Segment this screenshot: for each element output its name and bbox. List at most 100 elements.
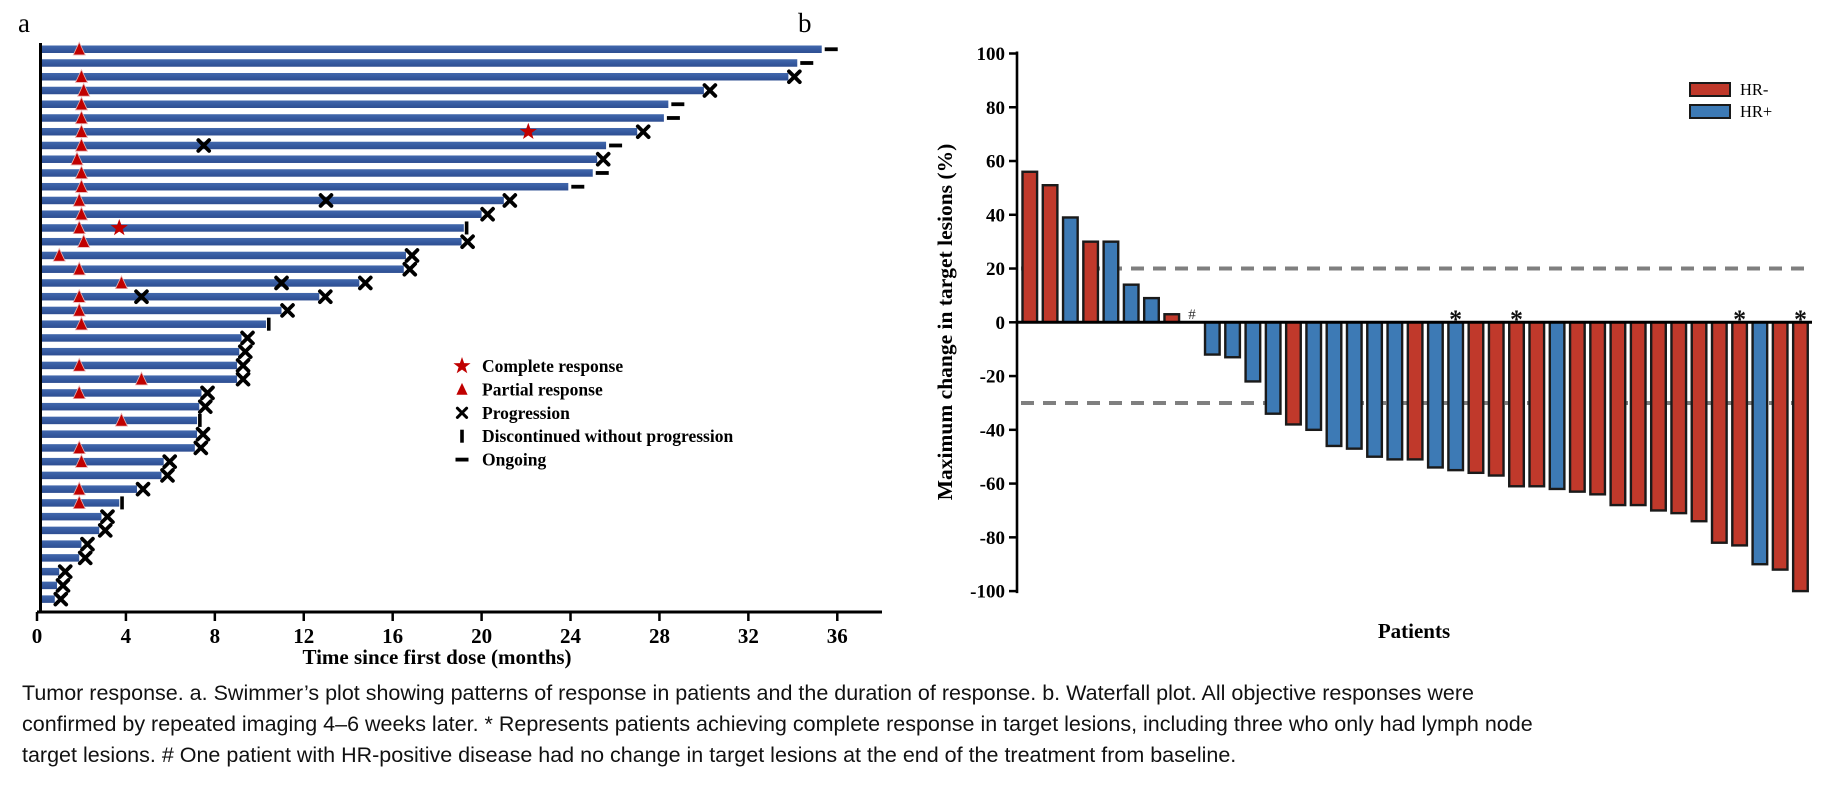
waterfall-y-tick-label: 0 [996, 313, 1006, 334]
progression-end-marker [162, 454, 178, 469]
discontinued-marker [120, 496, 124, 510]
waterfall-bar [1284, 321, 1302, 426]
swimmer-bar [40, 595, 55, 603]
ongoing-marker [671, 102, 685, 107]
waterfall-bar [1305, 321, 1323, 432]
progression-end-marker [160, 468, 175, 483]
waterfall-bar [1345, 321, 1363, 450]
progression-end-marker [318, 289, 333, 304]
figure-caption: Tumor response. a. Swimmer’s plot showin… [22, 681, 1533, 767]
waterfall-y-tick-label: -20 [980, 367, 1005, 388]
partial-response-marker [72, 288, 86, 303]
partial-response-marker [74, 123, 89, 138]
waterfall-bar [1122, 283, 1140, 324]
progression-end-marker [595, 151, 611, 167]
swimmer-bar [40, 485, 138, 493]
waterfall-y-tick-label: 100 [977, 44, 1006, 65]
partial-response-marker [72, 302, 86, 317]
swimmer-bar [40, 306, 282, 315]
swimmer-x-tick-label: 28 [649, 624, 670, 648]
waterfall-bar [1224, 321, 1242, 359]
waterfall-x-axis-title: Patients [1378, 619, 1450, 643]
waterfall-bar [1021, 170, 1039, 324]
swimmer-bar [40, 554, 80, 562]
waterfall-y-tick-label: 40 [986, 205, 1005, 226]
waterfall-bar [1508, 321, 1526, 488]
partial-response-marker [72, 220, 86, 235]
progression-end-marker [53, 591, 69, 607]
waterfall-bar [1751, 321, 1769, 566]
progression-end-marker [77, 550, 93, 566]
swimmer-x-tick-label: 24 [560, 624, 582, 648]
partial-response-marker [72, 439, 86, 455]
waterfall-bar [1589, 321, 1607, 496]
waterfall-bar [1386, 321, 1404, 461]
partial-response-marker [74, 137, 89, 152]
swimmer-bar [40, 444, 195, 452]
progression-marker [318, 193, 334, 208]
waterfall-bar [1710, 321, 1728, 544]
progression-end-marker [235, 371, 251, 387]
swimmer-bar [40, 182, 569, 191]
waterfall-y-tick-label: -80 [980, 528, 1005, 549]
swimmer-bar [40, 100, 669, 108]
waterfall-bar [1325, 321, 1343, 448]
swimmer-x-tick-label: 20 [471, 624, 492, 648]
discontinued-marker [198, 413, 202, 427]
partial-response-marker [74, 68, 89, 83]
swimmer-bar [40, 127, 638, 136]
ongoing-marker [824, 47, 838, 52]
swimmer-x-tick-label: 8 [210, 624, 221, 648]
swimmer-bar [40, 45, 822, 53]
discontinued-marker [464, 221, 469, 235]
progression-end-marker [460, 234, 475, 250]
waterfall-y-axis-title: Maximum change in target lesions (%) [933, 144, 957, 501]
partial-response-marker [72, 481, 86, 496]
waterfall-bar [1041, 184, 1059, 324]
swimmer-bar [40, 526, 100, 535]
waterfall-bar [1528, 321, 1546, 488]
legend-item-label: Discontinued without progression [482, 426, 733, 446]
partial-response-marker [77, 82, 91, 97]
waterfall-y-tick-label: 60 [986, 152, 1005, 173]
swimmer-bar [40, 279, 360, 287]
swimmer-bar [40, 251, 407, 260]
swimmer-bar [40, 320, 266, 328]
ongoing-marker [800, 61, 814, 65]
legend-x-icon [455, 406, 469, 419]
swimmer-bar [40, 430, 198, 438]
waterfall-bar [1142, 296, 1160, 324]
discontinued-marker [266, 317, 271, 331]
progression-end-marker [97, 523, 113, 538]
progression-end-marker [480, 206, 495, 222]
waterfall-bar [1629, 321, 1647, 507]
progression-end-marker [197, 399, 213, 414]
waterfall-bar [1731, 321, 1749, 547]
swimmer-x-tick-label: 32 [738, 624, 759, 648]
progression-end-marker [404, 248, 420, 263]
partial-response-marker [74, 206, 89, 221]
progression-end-marker [235, 358, 251, 373]
waterfall-bar [1264, 321, 1282, 415]
partial-response-marker [72, 357, 86, 372]
legend-item-label: HR+ [1740, 102, 1772, 121]
swimmer-x-tick-label: 16 [382, 624, 403, 648]
swimmer-bar [40, 347, 240, 356]
partial-response-marker [70, 151, 84, 166]
swimmer-bar [40, 72, 789, 81]
waterfall-bar [1061, 216, 1079, 324]
waterfall-bar [1568, 321, 1586, 493]
progression-end-marker [195, 426, 211, 442]
waterfall-legend-group: HR- HR+ [1689, 80, 1772, 121]
swimmer-bar [40, 540, 82, 548]
swimmer-x-tick-label: 12 [293, 624, 314, 648]
legend-item-label: Progression [482, 403, 570, 423]
partial-response-marker [114, 412, 129, 427]
waterfall-bar [1082, 240, 1100, 324]
partial-response-marker [77, 233, 91, 248]
progression-end-marker [635, 124, 651, 140]
panel-b-label: b [798, 8, 812, 38]
progression-end-marker [402, 261, 418, 277]
swimmer-bar [40, 224, 464, 232]
swimmer-bar [40, 512, 102, 521]
